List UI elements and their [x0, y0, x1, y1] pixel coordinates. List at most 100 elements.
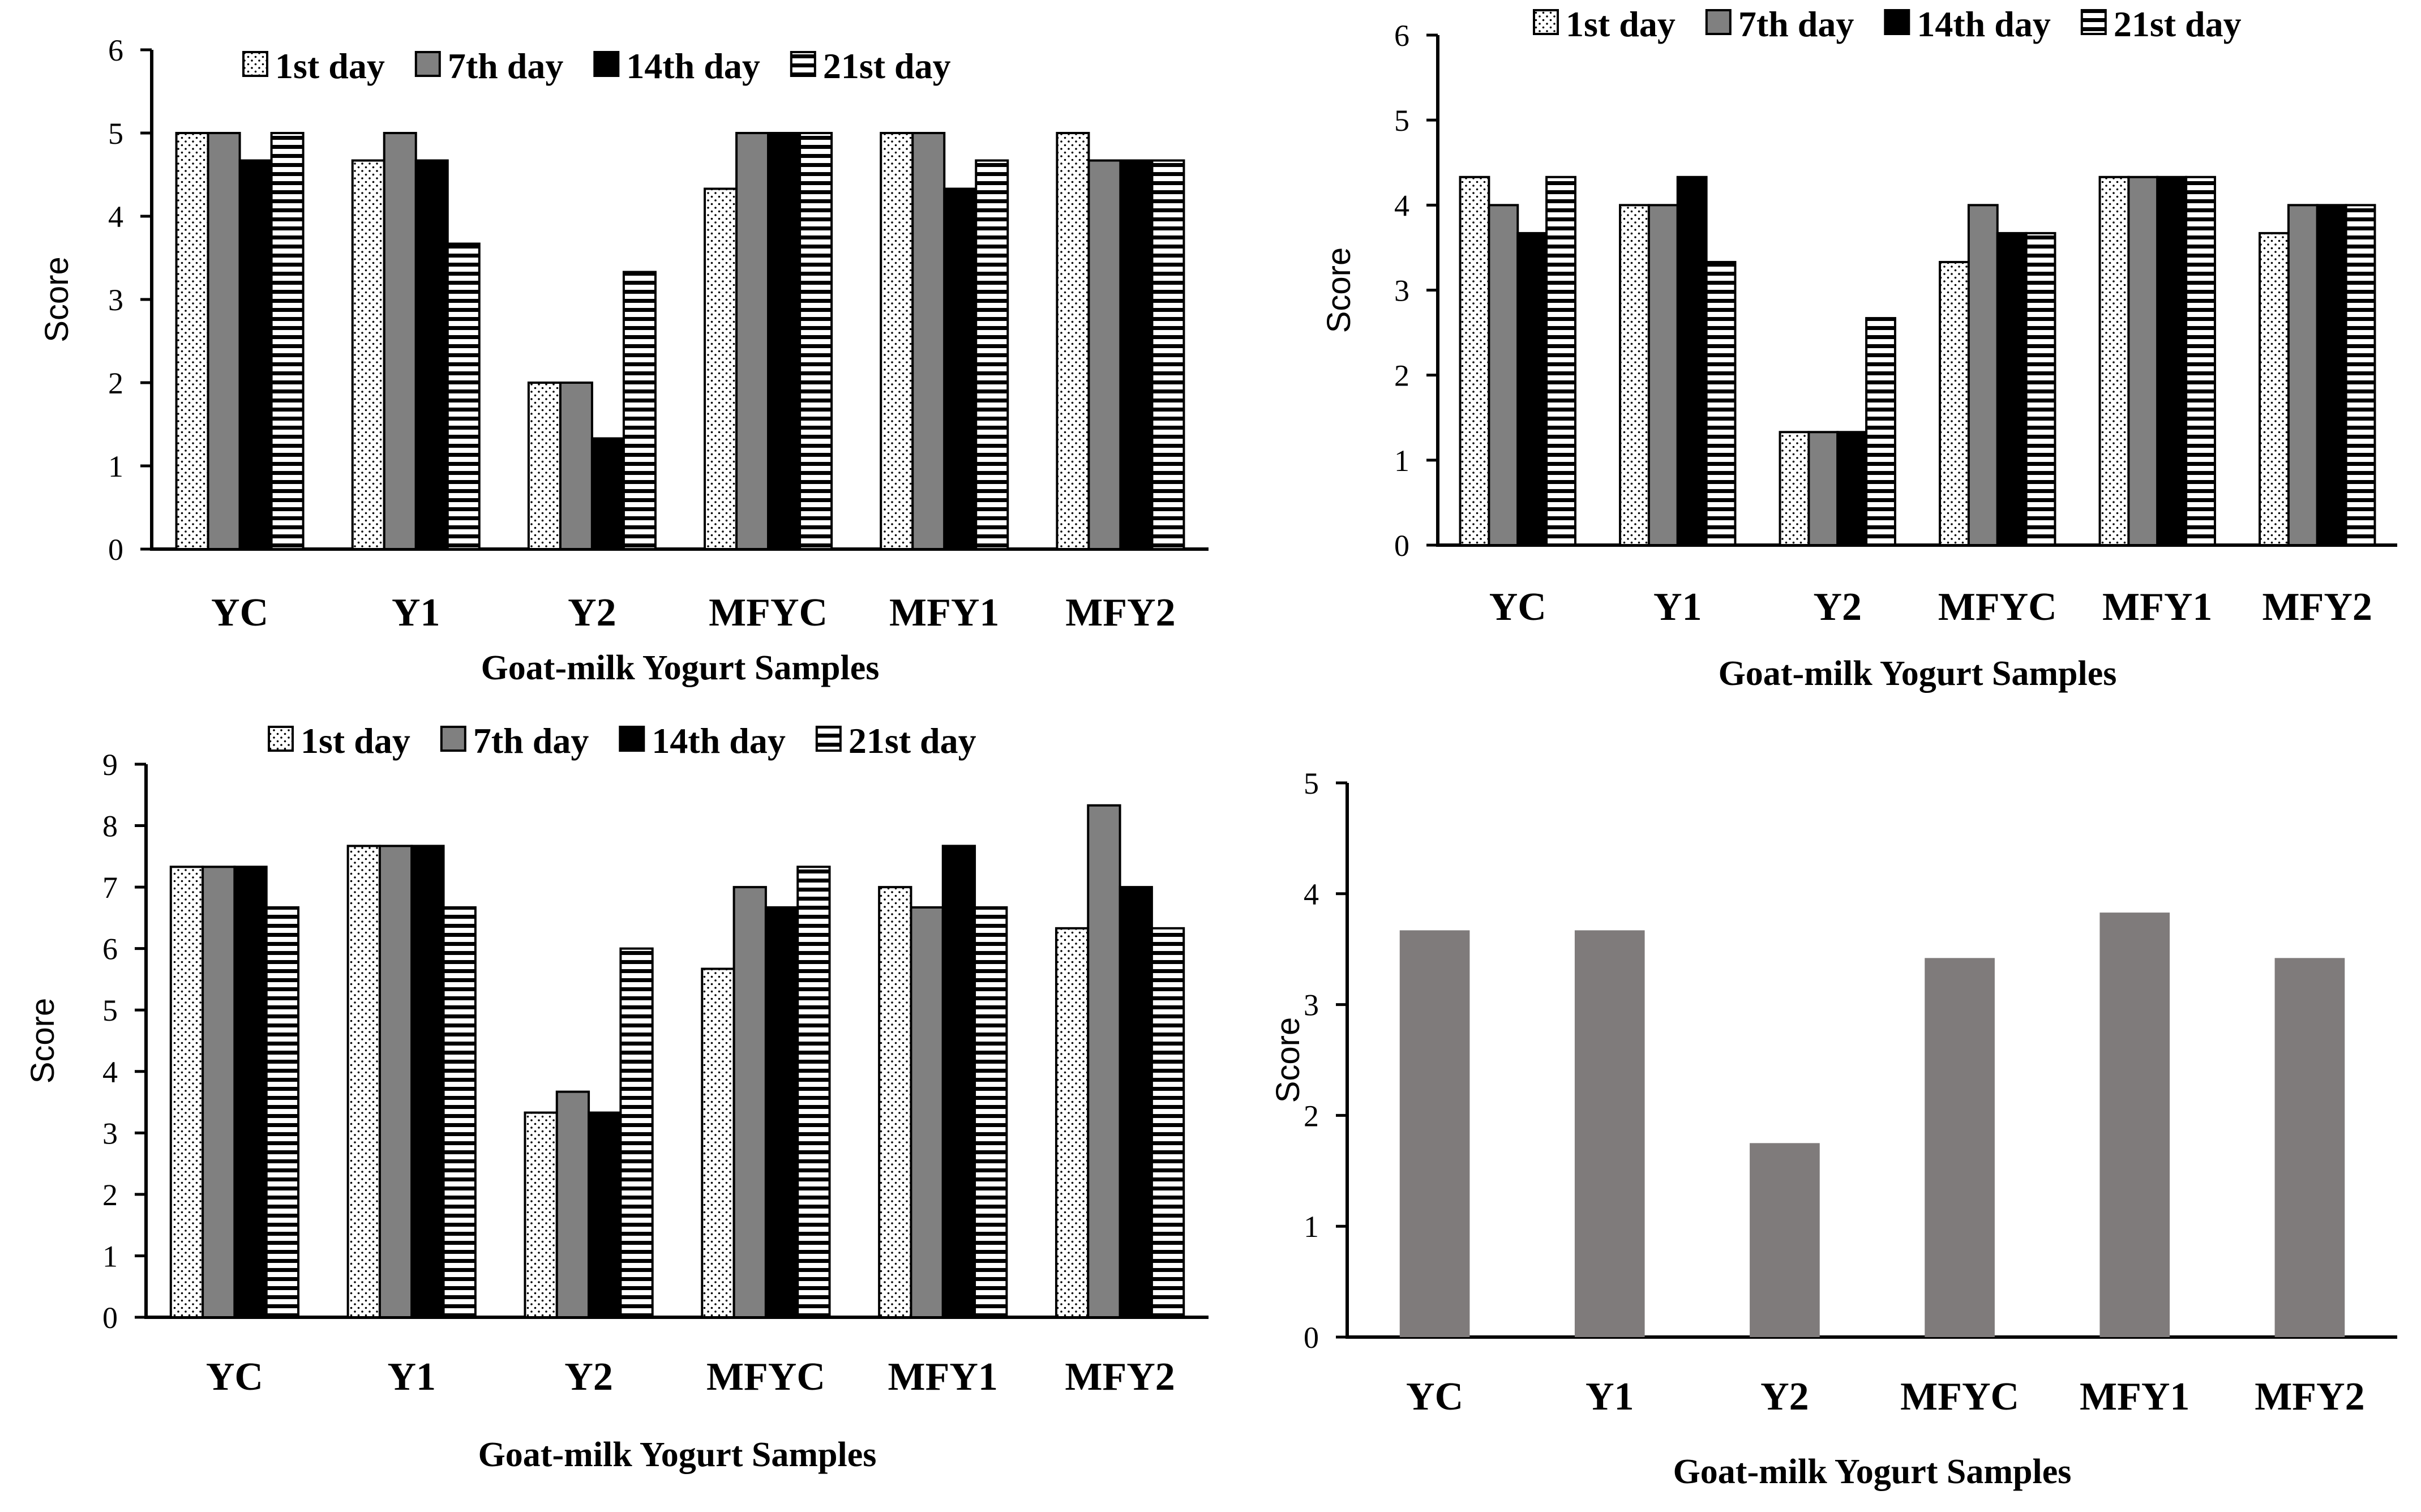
y-tick-label: 7 — [102, 871, 118, 905]
y-tick-label: 0 — [1394, 529, 1409, 563]
bar-y1-1st-day — [351, 159, 385, 550]
legend-swatch — [815, 726, 842, 752]
bar-mfy1-1st-day — [878, 886, 912, 1318]
bar-y1-1st-day — [1619, 204, 1650, 547]
bar-yc-7th-day — [1488, 204, 1519, 547]
y-tick-label: 1 — [1304, 1210, 1319, 1244]
category-label: Y1 — [1586, 1375, 1634, 1419]
bar-y1-14th-day — [1676, 175, 1708, 546]
category-label: MFY1 — [889, 591, 999, 635]
category-label: MFY1 — [888, 1355, 998, 1399]
bar-mfy1-7th-day — [2127, 175, 2159, 546]
bar-y1-7th-day — [383, 132, 417, 550]
y-tick-label: 1 — [102, 1239, 118, 1273]
category-label: Y1 — [392, 591, 440, 635]
legend-swatch — [1884, 9, 1910, 35]
y-tick-label: 2 — [108, 366, 123, 400]
y-tick-label: 2 — [1304, 1099, 1319, 1133]
bar-yc-1st-day — [175, 132, 209, 550]
bar-yc-7th-day — [207, 132, 241, 550]
bar-mfyc-14th-day — [764, 906, 799, 1318]
category-label: MFYC — [1900, 1375, 2019, 1419]
chart-bottom-right: 0 1 2 3 4 5 YC Y1 Y2 MFYC MFY1 MFY2 Goat-milk Yogurt… — [1270, 766, 2397, 1491]
bar-mfy1-7th-day — [911, 132, 946, 550]
bar-yc-7th-day — [202, 866, 236, 1318]
y-tick-label: 3 — [1304, 988, 1319, 1022]
x-axis-label: Goat-milk Yogurt Samples — [1719, 654, 2117, 693]
bar-yc-14th-day — [238, 159, 273, 550]
category-label: MFY2 — [2263, 585, 2372, 629]
y-tick-label: 5 — [102, 993, 118, 1027]
bar-y2-21st-day — [622, 271, 657, 550]
y-axis-label: Score — [1270, 1017, 1306, 1103]
bar-y2-14th-day — [1836, 431, 1868, 546]
category-label: YC — [206, 1355, 263, 1399]
bar-y1-14th-day — [414, 159, 449, 550]
bar-mfyc-14th-day — [767, 132, 802, 550]
y-tick-label: 2 — [102, 1178, 118, 1212]
bar-y1-21st-day — [446, 242, 481, 550]
y-axis-label: Score — [1321, 247, 1357, 333]
legend-entry: 7th day — [1738, 4, 1854, 44]
legend-entry: 21st day — [2114, 4, 2242, 44]
category-label: YC — [1406, 1375, 1463, 1419]
y-tick-label: 9 — [102, 748, 118, 782]
y-tick-label: 3 — [1394, 274, 1409, 308]
bar-mfyc-1st-day — [701, 967, 735, 1318]
bar-mfyc-21st-day — [796, 866, 831, 1318]
category-label: MFY2 — [2255, 1375, 2364, 1419]
bar-yc-14th-day — [233, 866, 268, 1318]
bar-mfy2-21st-day — [1150, 927, 1185, 1319]
legend-swatch — [268, 726, 294, 752]
bar-mfy2-1st-day — [2259, 232, 2290, 547]
bar-mfy2 — [2274, 958, 2345, 1337]
bar-mfyc-7th-day — [1967, 204, 1999, 547]
bar-y2-21st-day — [619, 947, 654, 1318]
bar-yc-21st-day — [1545, 175, 1576, 546]
bar-y2-7th-day — [559, 382, 593, 550]
bar-mfy2-21st-day — [1151, 159, 1185, 550]
category-label: MFYC — [1938, 585, 2057, 629]
y-tick-label: 1 — [108, 449, 123, 483]
bar-mfy1-21st-day — [974, 906, 1008, 1318]
y-tick-label: 0 — [1304, 1321, 1319, 1355]
bar-mfy1 — [2099, 913, 2170, 1337]
bar-y1-21st-day — [442, 906, 477, 1318]
y-tick-label: 6 — [102, 932, 118, 966]
category-label: Y1 — [387, 1355, 436, 1399]
bar-mfyc-21st-day — [799, 132, 833, 550]
bar-mfy2-21st-day — [2345, 204, 2376, 547]
bar-y2-14th-day — [588, 1111, 622, 1318]
legend-entry: 14th day — [652, 721, 786, 761]
y-tick-label: 5 — [1394, 104, 1409, 138]
category-label: Y2 — [568, 591, 616, 635]
bar-mfyc-21st-day — [2025, 232, 2056, 547]
bar-y1 — [1574, 930, 1645, 1337]
bar-y2-7th-day — [555, 1090, 590, 1318]
legend-swatch — [242, 51, 268, 77]
chart-top-left: 0 1 2 3 4 5 6 YC Y1 Y2 MFYC MFY1 MFY2 Goat-milk Yogur… — [38, 33, 1209, 687]
y-tick-label: 8 — [102, 809, 118, 843]
y-tick-label: 5 — [1304, 766, 1319, 800]
bar-mfyc-1st-day — [704, 187, 738, 550]
category-label: Y2 — [1813, 585, 1862, 629]
chart-top-right: 0 1 2 3 4 5 6 YC Y1 Y2 MFYC MFY1 MFY2 Goat-milk Yogur… — [1321, 4, 2397, 693]
bar-mfy1-21st-day — [975, 159, 1009, 550]
y-tick-label: 5 — [108, 117, 123, 151]
bar-y2-7th-day — [1807, 431, 1839, 546]
y-tick-label: 4 — [108, 200, 123, 234]
category-label: YC — [211, 591, 268, 635]
legend-entry: 7th day — [473, 721, 589, 761]
legend-swatch — [440, 726, 466, 752]
y-tick-label: 4 — [1394, 189, 1409, 222]
bar-yc-14th-day — [1516, 232, 1548, 547]
bar-mfyc-14th-day — [1996, 232, 2028, 547]
legend-swatch — [2080, 9, 2107, 35]
category-label: MFYC — [706, 1355, 825, 1399]
y-tick-label: 1 — [1394, 444, 1409, 478]
y-tick-label: 4 — [1304, 877, 1319, 911]
category-label: Y1 — [1653, 585, 1702, 629]
legend-entry: 1st day — [1566, 4, 1676, 44]
bar-mfy2-7th-day — [1087, 804, 1121, 1318]
x-axis-label: Goat-milk Yogurt Samples — [481, 649, 880, 687]
